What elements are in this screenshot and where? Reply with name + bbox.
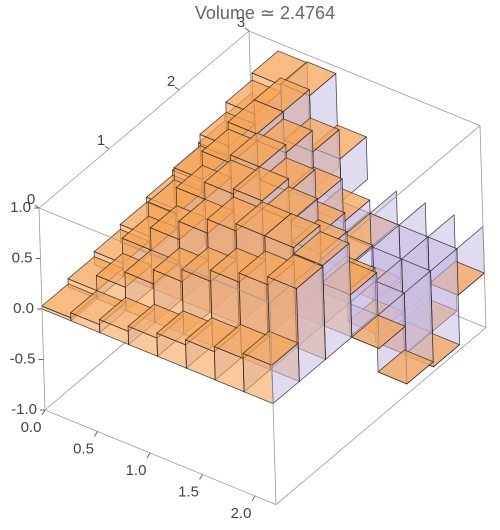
x-tick [41, 409, 46, 416]
z-tick-label: -1.0 [11, 401, 37, 418]
box-top [227, 99, 284, 135]
box-edge [44, 409, 277, 505]
box-front: 0.0 0.5 1.0 1.5 2.0 0 1 2 3 -1.0 -0.5 0.0 0.5 1.0 [10, 14, 487, 522]
y-tick-label: 1 [97, 132, 105, 149]
box-top [293, 231, 350, 266]
y-tick [104, 145, 110, 150]
z-tick-label: 1.0 [10, 199, 31, 216]
box-top [377, 349, 434, 385]
box-edge [479, 125, 487, 328]
x-tick-label: 1.5 [178, 483, 199, 500]
box-top [264, 213, 321, 248]
y-tick [244, 27, 250, 32]
box-top [242, 330, 299, 366]
box-edge [269, 125, 481, 303]
y-tick-label: 2 [167, 73, 175, 90]
riemann-box [242, 330, 300, 405]
box-edge [38, 207, 271, 303]
y-tick-label: 3 [237, 14, 245, 31]
x-tick-label: 0.5 [73, 440, 94, 457]
box-edge [269, 302, 277, 505]
x-tick [146, 452, 151, 459]
box-edge [38, 30, 250, 209]
box-top [229, 132, 287, 168]
x-tick-label: 2.0 [231, 505, 252, 522]
z-tick-label: -0.5 [10, 350, 36, 367]
y-tick [174, 86, 180, 91]
plot-area [41, 50, 486, 405]
x-tick-label: 1.0 [126, 462, 147, 479]
x-tick-label: 0.0 [21, 419, 42, 436]
box-top [232, 166, 290, 202]
y-tick-label: 0 [27, 191, 35, 208]
box-edge [275, 327, 487, 505]
z-tick-label: 0.5 [12, 249, 33, 266]
chart-title: Volume ≃ 2.4764 [195, 3, 335, 23]
x-tick [94, 431, 98, 437]
x-tick [199, 474, 203, 480]
z-tick-label: 0.0 [13, 300, 34, 317]
box-top [266, 254, 324, 290]
x-tick [251, 495, 256, 502]
box-edge [248, 30, 481, 126]
